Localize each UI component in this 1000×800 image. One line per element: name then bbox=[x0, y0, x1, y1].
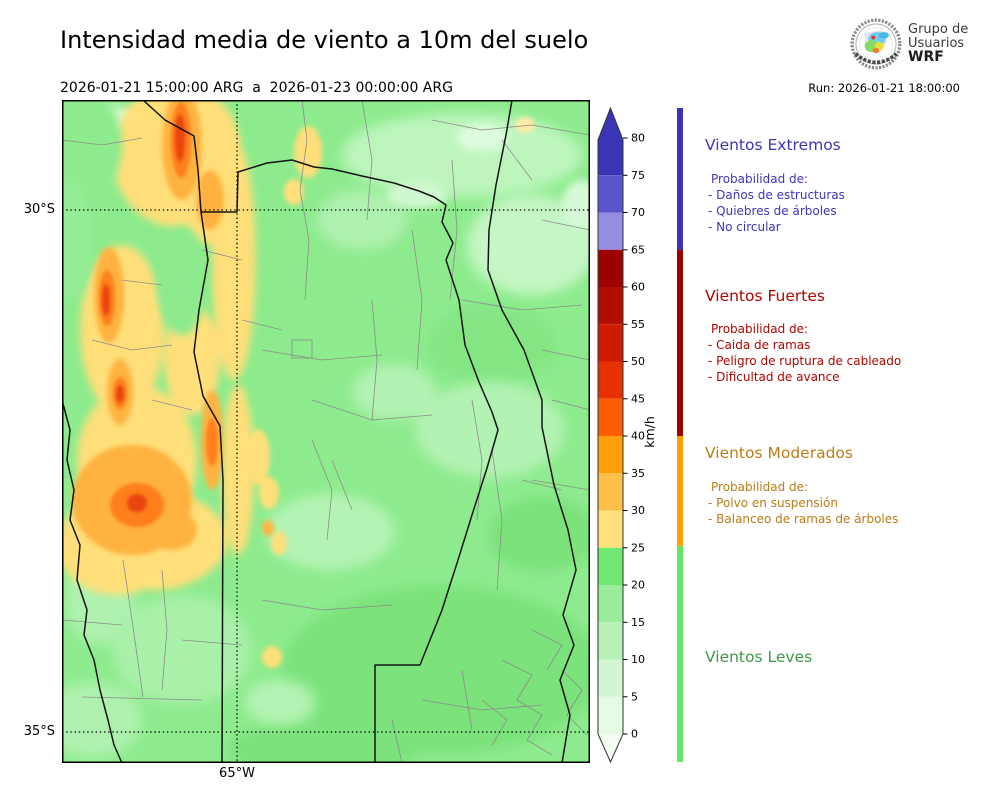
logo-emblem-icon bbox=[850, 18, 902, 70]
legend-items-fuertes: Probabilidad de: - Caida de ramas - Peli… bbox=[708, 321, 901, 385]
cbar-seg bbox=[598, 622, 623, 660]
cbar-tick-40: 40 bbox=[631, 430, 645, 443]
cbar-tick-55: 55 bbox=[631, 318, 645, 331]
legend-items-moderados: Probabilidad de: - Polvo en suspensión -… bbox=[708, 479, 898, 527]
prob-label: Probabilidad de: bbox=[711, 480, 809, 494]
cbar-tick-labels: 80 75 70 65 60 55 50 45 40 35 30 25 20 1… bbox=[631, 132, 645, 741]
colorbar: 80 75 70 65 60 55 50 45 40 35 30 25 20 1… bbox=[594, 102, 664, 774]
lat-label-30s: 30°S bbox=[23, 202, 55, 217]
cbar-seg bbox=[598, 361, 623, 399]
logo-line1: Grupo de bbox=[908, 22, 969, 38]
forecast-date-range: 2026-01-21 15:00:00 ARG a 2026-01-23 00:… bbox=[60, 80, 453, 96]
wrf-users-group-logo: Grupo de Usuarios WRF bbox=[850, 14, 1000, 74]
wind-field-yellow-spots bbox=[246, 117, 535, 668]
cbar-tick-60: 60 bbox=[631, 281, 645, 294]
cbar-tick-25: 25 bbox=[631, 541, 645, 554]
cbar-seg bbox=[598, 398, 623, 437]
cbar-seg bbox=[598, 324, 623, 362]
strip-moderados bbox=[677, 436, 683, 546]
cbar-seg bbox=[598, 473, 623, 511]
colorbar-canvas: 80 75 70 65 60 55 50 45 40 35 30 25 20 1… bbox=[597, 106, 657, 764]
cbar-seg-top-arrow bbox=[598, 108, 623, 176]
legend-title-leves: Vientos Leves bbox=[705, 648, 813, 666]
model-run-timestamp: Run: 2026-01-21 18:00:00 bbox=[808, 81, 960, 95]
strip-leves bbox=[677, 546, 683, 762]
cbar-tick-15: 15 bbox=[631, 616, 645, 629]
cbar-tick-35: 35 bbox=[631, 467, 645, 480]
cbar-seg bbox=[598, 175, 623, 213]
strip-fuertes bbox=[677, 250, 683, 436]
legend-title-moderados: Vientos Moderados bbox=[705, 444, 853, 462]
wind-field-green-dark bbox=[227, 305, 590, 763]
wind-field-red bbox=[102, 114, 185, 512]
province-borders bbox=[62, 100, 577, 763]
lon-label-65w: 65°W bbox=[219, 766, 255, 781]
cbar-tick-80: 80 bbox=[631, 132, 645, 145]
cbar-unit-label: km/h bbox=[642, 416, 657, 448]
strip-extremos bbox=[677, 108, 683, 250]
department-borders bbox=[62, 100, 590, 763]
legend-title-fuertes: Vientos Fuertes bbox=[705, 287, 825, 305]
cbar-tick-70: 70 bbox=[631, 206, 645, 219]
prob-items: - Polvo en suspensión - Balanceo de rama… bbox=[708, 496, 899, 526]
cbar-tick-65: 65 bbox=[631, 243, 645, 256]
logo-line2: Usuarios bbox=[908, 35, 965, 51]
logo-line3: WRF bbox=[908, 49, 944, 66]
cbar-seg bbox=[598, 212, 623, 250]
cbar-seg bbox=[598, 287, 623, 325]
prob-label: Probabilidad de: bbox=[711, 322, 809, 336]
page-title: Intensidad media de viento a 10m del sue… bbox=[60, 26, 589, 54]
wind-intensity-map bbox=[62, 100, 590, 763]
legend-color-strip bbox=[677, 108, 683, 762]
cbar-tick-50: 50 bbox=[631, 355, 645, 368]
cbar-tick-45: 45 bbox=[631, 392, 645, 405]
legend-items-extremos: Probabilidad de: - Daños de estructuras … bbox=[708, 171, 845, 235]
wind-field-green-pockets bbox=[62, 100, 207, 335]
legend-title-extremos: Vientos Extremos bbox=[705, 136, 841, 154]
cbar-seg bbox=[598, 249, 623, 288]
cbar-seg bbox=[598, 436, 623, 474]
prob-items: - Daños de estructuras - Quiebres de árb… bbox=[708, 188, 845, 234]
cbar-seg bbox=[598, 585, 623, 623]
map-frame bbox=[62, 100, 590, 763]
cbar-seg bbox=[598, 696, 623, 734]
cbar-seg bbox=[598, 659, 623, 697]
cbar-tick-75: 75 bbox=[631, 169, 645, 182]
cbar-tick-20: 20 bbox=[631, 579, 645, 592]
cbar-seg bbox=[598, 510, 623, 548]
cbar-outline bbox=[597, 106, 624, 764]
cbar-tick-5: 5 bbox=[631, 690, 638, 703]
lat-label-35s: 35°S bbox=[23, 724, 55, 739]
cbar-ticks bbox=[623, 137, 628, 735]
cbar-tick-30: 30 bbox=[631, 504, 645, 517]
cbar-seg-bottom-arrow bbox=[598, 734, 623, 762]
logo-text: Grupo de Usuarios WRF bbox=[908, 23, 968, 65]
cbar-seg bbox=[598, 547, 623, 586]
cbar-tick-10: 10 bbox=[631, 653, 645, 666]
prob-label: Probabilidad de: bbox=[711, 172, 809, 186]
graticule bbox=[62, 100, 590, 763]
wind-map-canvas bbox=[62, 100, 590, 763]
cbar-tick-0: 0 bbox=[631, 728, 638, 741]
prob-items: - Caida de ramas - Peligro de ruptura de… bbox=[708, 338, 902, 384]
